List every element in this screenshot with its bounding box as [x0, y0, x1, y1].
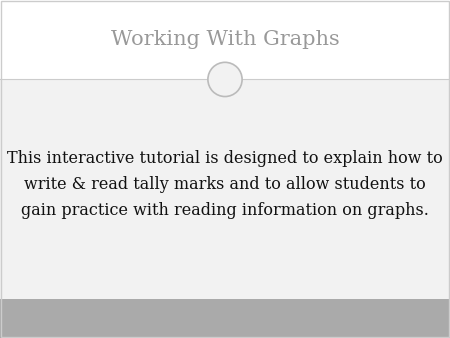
Ellipse shape — [208, 62, 242, 97]
FancyBboxPatch shape — [0, 299, 450, 338]
FancyBboxPatch shape — [0, 0, 450, 79]
FancyBboxPatch shape — [0, 79, 450, 299]
Text: This interactive tutorial is designed to explain how to
write & read tally marks: This interactive tutorial is designed to… — [7, 150, 443, 219]
Text: Working With Graphs: Working With Graphs — [111, 30, 339, 49]
